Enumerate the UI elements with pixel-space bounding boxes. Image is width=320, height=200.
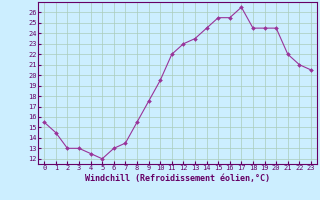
X-axis label: Windchill (Refroidissement éolien,°C): Windchill (Refroidissement éolien,°C) xyxy=(85,174,270,183)
